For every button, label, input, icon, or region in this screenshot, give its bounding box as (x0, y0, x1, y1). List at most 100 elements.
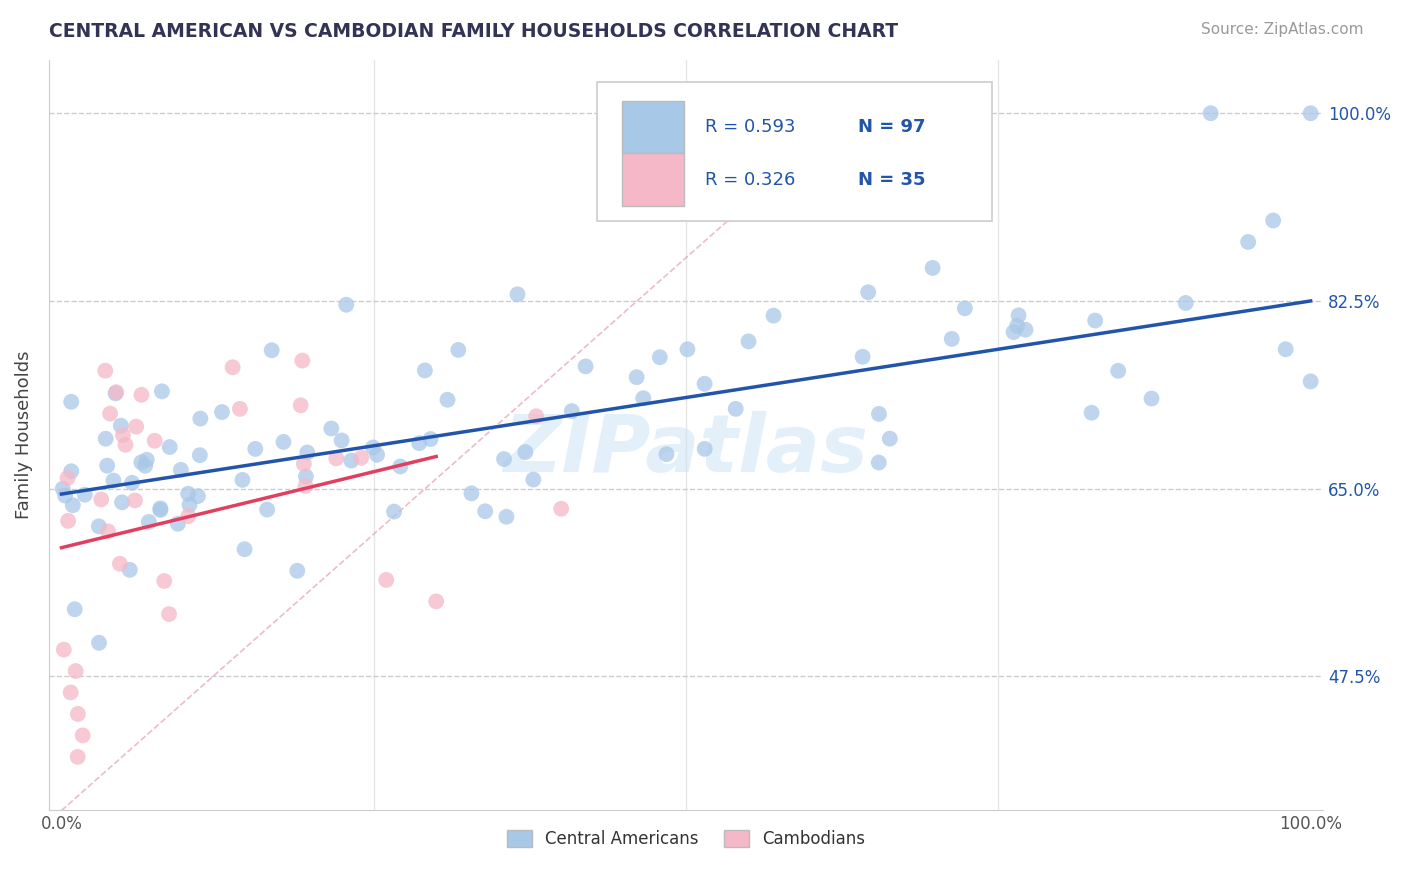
Point (53, 489, 76, 503)
Point (561, 404, 583, 418)
Point (105, 385, 128, 400)
Point (56, 514, 79, 528)
Point (1237, 235, 1260, 249)
Legend: Central Americans, Cambodians: Central Americans, Cambodians (501, 823, 872, 855)
Point (229, 401, 252, 416)
Point (375, 573, 398, 587)
Point (361, 441, 384, 455)
Point (295, 469, 318, 483)
Point (294, 479, 316, 493)
Point (138, 515, 160, 529)
Point (524, 409, 547, 424)
Point (447, 343, 470, 357)
Point (59, 685, 82, 699)
Point (762, 309, 785, 323)
Point (52, 482, 75, 496)
Point (149, 501, 172, 516)
Point (941, 332, 963, 346)
Point (350, 450, 373, 465)
Point (330, 434, 353, 448)
Point (121, 475, 143, 490)
Point (87, 519, 110, 533)
Point (97, 524, 120, 539)
Point (108, 557, 131, 571)
Point (149, 503, 172, 517)
Point (103, 474, 125, 488)
FancyBboxPatch shape (598, 82, 991, 221)
Point (1299, 375, 1322, 389)
Point (408, 436, 430, 450)
Point (187, 489, 209, 503)
FancyBboxPatch shape (623, 153, 683, 206)
Point (179, 498, 201, 512)
Point (125, 419, 148, 434)
Point (648, 350, 671, 364)
Point (693, 442, 716, 456)
Point (1263, 213, 1285, 227)
Point (506, 287, 529, 301)
Point (167, 516, 190, 531)
Y-axis label: Family Households: Family Households (15, 351, 32, 519)
Point (153, 574, 176, 588)
Point (110, 418, 132, 433)
Point (655, 447, 678, 461)
Point (1299, 106, 1322, 120)
Text: N = 35: N = 35 (858, 170, 925, 189)
Point (868, 407, 890, 421)
Point (60, 394, 83, 409)
Point (737, 334, 759, 349)
Point (856, 285, 879, 300)
Point (852, 350, 875, 364)
Point (953, 301, 976, 316)
Point (62, 498, 84, 512)
Point (124, 493, 146, 508)
Point (1007, 308, 1029, 322)
Point (1174, 296, 1197, 310)
Point (879, 432, 901, 446)
Point (157, 607, 180, 621)
Point (188, 411, 211, 425)
Point (52, 642, 75, 657)
Point (419, 432, 441, 446)
Point (574, 359, 596, 374)
Text: R = 0.326: R = 0.326 (706, 170, 796, 189)
Point (131, 388, 153, 402)
Point (550, 501, 572, 516)
Point (256, 502, 278, 516)
Point (1014, 323, 1036, 337)
Point (292, 457, 315, 471)
Point (65, 664, 87, 678)
Point (72, 728, 94, 742)
Point (96, 458, 118, 473)
Point (633, 391, 655, 405)
Point (111, 428, 134, 442)
Point (63, 602, 86, 616)
Point (335, 298, 357, 312)
Point (321, 421, 343, 435)
Text: R = 0.593: R = 0.593 (706, 118, 796, 136)
Point (233, 542, 256, 557)
Point (474, 504, 496, 518)
Point (159, 440, 181, 454)
Point (273, 434, 295, 449)
Point (676, 343, 699, 357)
Text: ZIPatlas: ZIPatlas (503, 411, 869, 489)
Point (94, 364, 117, 378)
Point (515, 445, 537, 459)
Point (56, 471, 79, 485)
Point (297, 445, 319, 459)
Point (188, 448, 211, 462)
Point (211, 405, 233, 419)
Point (413, 363, 436, 377)
Point (291, 353, 314, 368)
Point (104, 386, 127, 401)
Point (1140, 392, 1163, 406)
Point (1274, 343, 1296, 357)
Point (285, 564, 308, 578)
Point (522, 473, 544, 487)
Point (66, 706, 89, 721)
Point (66, 749, 89, 764)
Point (221, 360, 243, 375)
Point (114, 438, 136, 452)
Point (425, 594, 447, 608)
